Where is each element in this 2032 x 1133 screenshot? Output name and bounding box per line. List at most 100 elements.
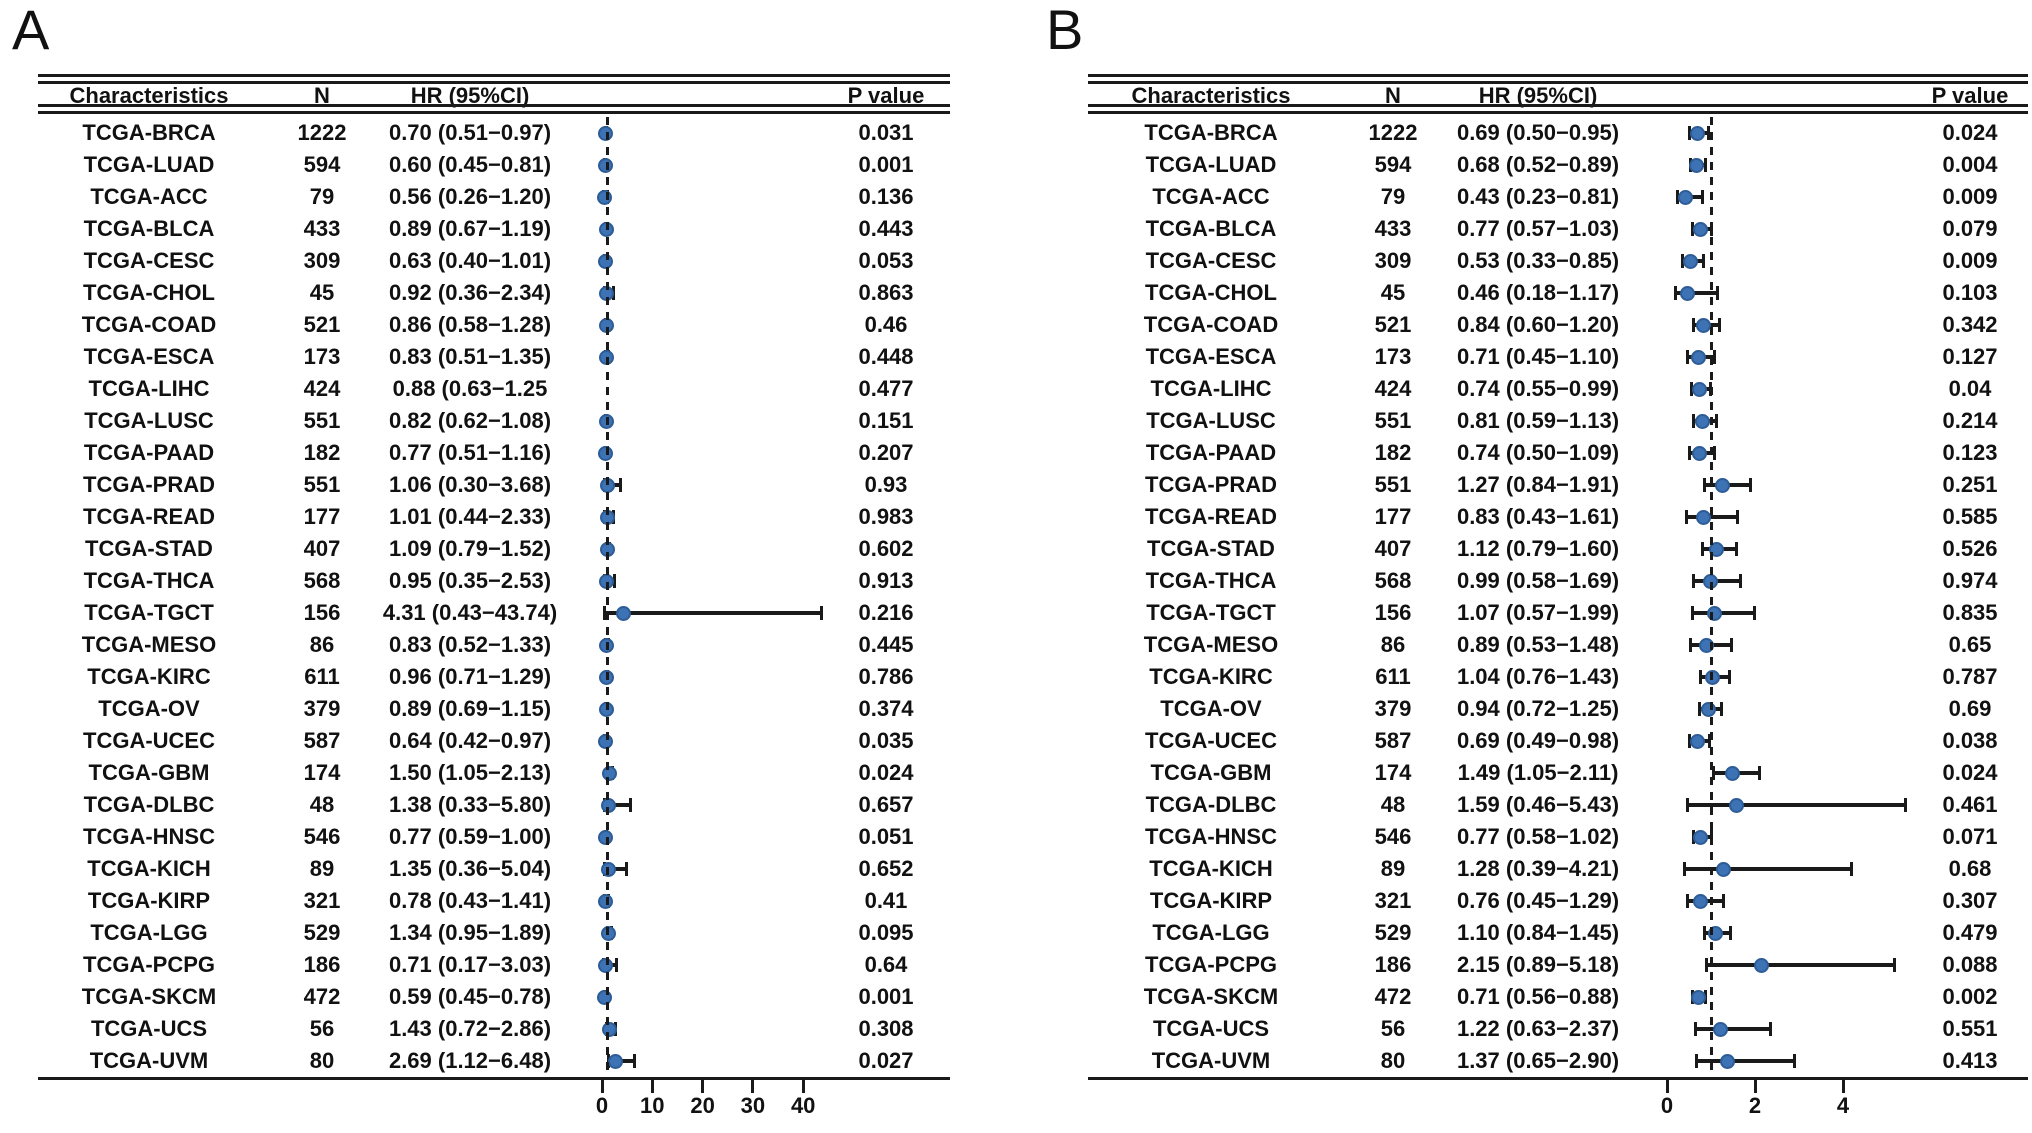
ci-cap-low [1691,222,1695,236]
hr-dot [1713,1021,1729,1037]
sample-size: 551 [303,472,341,497]
cohort-name: TCGA-SKCM [1143,984,1279,1009]
forest-row-tcga-blca: TCGA-BLCA 433 0.89 (0.67−1.19) 0.443 [38,213,950,245]
hr-ci-text: 1.38 (0.33−5.80) [388,792,552,817]
ci-cap-low [1699,670,1703,684]
hr-ci-text: 2.69 (1.12−6.48) [388,1048,552,1073]
ci-cap-low [1702,478,1706,492]
hr-ci-text: 1.27 (0.84−1.91) [1456,472,1620,497]
ci-cap-high [1712,446,1716,460]
hr-ci-text: 1.01 (0.44−2.33) [388,504,552,529]
axis-tick-label: 2 [1748,1093,1762,1118]
hr-dot [597,733,613,749]
sample-size: 156 [303,600,341,625]
header-rule [1088,104,2028,114]
hr-ci-text: 0.71 (0.17−3.03) [388,952,552,977]
hr-ci-text: 0.74 (0.55−0.99) [1456,376,1620,401]
forest-row-tcga-lusc: TCGA-LUSC 551 0.82 (0.62−1.08) 0.151 [38,405,950,437]
cohort-name: TCGA-UCEC [1145,728,1277,753]
sample-size: 407 [1374,536,1412,561]
p-value: 0.079 [1942,216,1998,241]
ci-cap-low [1688,126,1691,140]
ci-cap-high [1706,126,1710,140]
hr-dot [597,189,613,205]
cohort-name: TCGA-READ [83,504,215,529]
hr-ci-text: 0.43 (0.23−0.81) [1456,184,1620,209]
hr-dot [601,1021,617,1037]
hr-ci-text: 1.50 (1.05−2.13) [388,760,552,785]
hr-dot [1719,1053,1735,1069]
p-value: 0.787 [1942,664,1998,689]
p-value: 0.64 [864,952,908,977]
forest-row-tcga-tgct: TCGA-TGCT 156 1.07 (0.57−1.99) 0.835 [1088,597,2028,629]
forest-row-tcga-ov: TCGA-OV 379 0.89 (0.69−1.15) 0.374 [38,693,950,725]
p-value: 0.251 [1942,472,1998,497]
ci-cap-low [1691,606,1695,620]
p-value: 0.413 [1942,1048,1998,1073]
hr-ci-text: 0.83 (0.51−1.35) [388,344,552,369]
axis-tick [801,1080,805,1093]
hr-dot [1693,829,1709,845]
panel-a-label: A [12,0,50,61]
forest-row-tcga-kich: TCGA-KICH 89 1.35 (0.36−5.04) 0.652 [38,853,950,885]
cohort-name: TCGA-PAAD [1145,440,1277,465]
sample-size: 546 [1374,824,1412,849]
forest-row-tcga-blca: TCGA-BLCA 433 0.77 (0.57−1.03) 0.079 [1088,213,2028,245]
hr-ci-text: 0.96 (0.71−1.29) [388,664,552,689]
p-value: 0.448 [858,344,914,369]
cohort-name: TCGA-KIRP [1149,888,1273,913]
axis-line [38,1077,950,1080]
cohort-name: TCGA-STAD [85,536,213,561]
p-value: 0.913 [858,568,914,593]
hr-ci-text: 1.49 (1.05−2.11) [1457,760,1619,785]
panel-a-forest-table: Characteristics N HR (95%CI) P value TCG… [38,0,950,1133]
cohort-name: TCGA-ESCA [1145,344,1277,369]
hr-ci-text: 1.37 (0.65−2.90) [1456,1048,1620,1073]
hr-ci-text: 0.69 (0.49−0.98) [1456,728,1620,753]
hr-dot [1689,157,1705,173]
p-value: 0.024 [858,760,914,785]
cohort-name: TCGA-BLCA [83,216,215,241]
hr-ci-text: 1.43 (0.72−2.86) [388,1016,552,1041]
ci-cap-high [1727,670,1731,684]
hr-ci-text: 0.83 (0.52−1.33) [388,632,552,657]
p-value: 0.551 [1942,1016,1998,1041]
ci-cap-low [1691,574,1695,588]
forest-row-tcga-meso: TCGA-MESO 86 0.89 (0.53−1.48) 0.65 [1088,629,2028,661]
forest-row-tcga-stad: TCGA-STAD 407 1.12 (0.79−1.60) 0.526 [1088,533,2028,565]
p-value: 0.974 [1942,568,1998,593]
forest-row-tcga-prad: TCGA-PRAD 551 1.27 (0.84−1.91) 0.251 [1088,469,2028,501]
cohort-name: TCGA-LUSC [84,408,214,433]
sample-size: 587 [303,728,341,753]
sample-size: 45 [309,280,335,305]
forest-row-tcga-uvm: TCGA-UVM 80 2.69 (1.12−6.48) 0.027 [38,1045,950,1077]
cohort-name: TCGA-MESO [1143,632,1279,657]
forest-row-tcga-paad: TCGA-PAAD 182 0.77 (0.51−1.16) 0.207 [38,437,950,469]
hr-ci-text: 1.10 (0.84−1.45) [1456,920,1620,945]
p-value: 0.051 [858,824,914,849]
cohort-name: TCGA-TGCT [84,600,214,625]
hr-dot [1754,957,1770,973]
hr-ci-text: 1.59 (0.46−5.43) [1456,792,1620,817]
sample-size: 173 [303,344,341,369]
sample-size: 174 [1374,760,1412,785]
ci-cap-low [1676,190,1680,204]
p-value: 0.65 [1948,632,1992,657]
cohort-name: TCGA-ACC [1152,184,1270,209]
hr-ci-text: 0.81 (0.59−1.13) [1456,408,1620,433]
sample-size: 80 [309,1048,335,1073]
p-value: 0.93 [864,472,908,497]
cohort-name: TCGA-UCS [1152,1016,1270,1041]
axis-tick-label: 4 [1836,1093,1850,1118]
panel-b-forest-table: Characteristics N HR (95%CI) P value TCG… [1088,0,2028,1133]
cohort-name: TCGA-COAD [1143,312,1279,337]
ci-cap-high [1735,510,1739,524]
forest-row-tcga-skcm: TCGA-SKCM 472 0.59 (0.45−0.78) 0.001 [38,981,950,1013]
hr-ci-text: 1.12 (0.79−1.60) [1456,536,1620,561]
p-value: 0.479 [1942,920,1998,945]
forest-row-tcga-thca: TCGA-THCA 568 0.95 (0.35−2.53) 0.913 [38,565,950,597]
ci-line [604,611,822,615]
ci-cap-low [1686,798,1690,812]
hr-ci-text: 0.78 (0.43−1.41) [388,888,552,913]
